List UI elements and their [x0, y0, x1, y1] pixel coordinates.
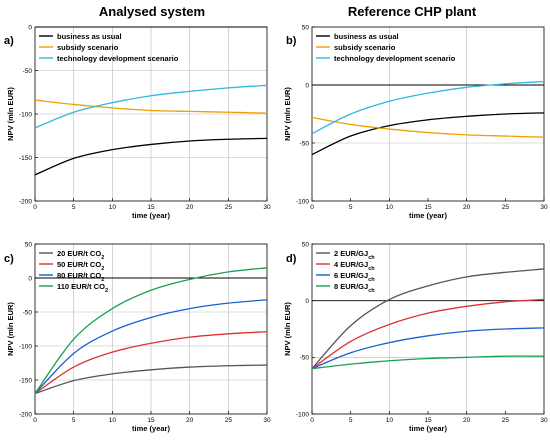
x-axis-label: time (year) — [409, 424, 447, 433]
series-line-1 — [311, 112, 545, 156]
y-tick-label: 0 — [305, 298, 309, 305]
y-tick-label: -100 — [296, 411, 309, 418]
x-tick-label: 0 — [33, 417, 37, 424]
y-tick-label: -200 — [19, 411, 32, 418]
x-tick-label: 15 — [147, 204, 155, 211]
x-tick-label: 30 — [263, 417, 271, 424]
x-tick-label: 25 — [225, 204, 233, 211]
x-axis-label: time (year) — [132, 424, 170, 433]
legend-entry: technology development scenario — [57, 54, 179, 63]
x-tick-label: 30 — [540, 417, 548, 424]
legend-entry: 4 EUR/GJch — [334, 260, 375, 272]
column-title-left: Analysed system — [99, 4, 205, 19]
y-tick-label: 50 — [25, 241, 33, 248]
x-axis-label: time (year) — [409, 211, 447, 220]
column-title-right: Reference CHP plant — [348, 4, 477, 19]
x-tick-label: 10 — [109, 204, 117, 211]
legend-entry: technology development scenario — [334, 54, 456, 63]
x-tick-label: 10 — [386, 204, 394, 211]
y-tick-label: -150 — [19, 155, 32, 162]
x-tick-label: 5 — [349, 417, 353, 424]
y-axis-label: NPV (mln EUR) — [6, 87, 15, 141]
legend-entry: 20 EUR/t CO2 — [57, 249, 104, 261]
x-tick-label: 20 — [186, 204, 194, 211]
x-tick-label: 5 — [72, 204, 76, 211]
series-line-1 — [34, 137, 268, 176]
legend-entry: 110 EUR/t CO2 — [57, 282, 108, 294]
x-tick-label: 25 — [502, 417, 510, 424]
panel-d: d) 0 5 10 15 20 25 30 -100 -50 0 50 time (year) NPV (… — [283, 241, 548, 433]
x-axis-label: time (year) — [132, 211, 170, 220]
series-line-3 — [34, 299, 268, 395]
series-line-2 — [311, 116, 545, 138]
x-tick-label: 15 — [147, 417, 155, 424]
x-tick-label: 20 — [463, 204, 471, 211]
y-tick-label: 50 — [302, 24, 310, 31]
y-tick-label: -100 — [19, 111, 32, 118]
y-tick-label: -200 — [19, 198, 32, 205]
x-tick-label: 25 — [225, 417, 233, 424]
y-tick-label: 0 — [28, 24, 32, 31]
series-line-1 — [311, 268, 545, 370]
series-line-4 — [34, 267, 268, 394]
y-axis-label: NPV (mln EUR) — [283, 302, 292, 356]
legend-entry: 2 EUR/GJch — [334, 249, 375, 261]
panel-label: b) — [286, 35, 297, 47]
legend-entry: 8 EUR/GJch — [334, 282, 375, 294]
y-tick-label: -50 — [23, 68, 33, 75]
legend-entry: business as usual — [334, 32, 399, 41]
legend-entry: 50 EUR/t CO2 — [57, 260, 104, 272]
x-tick-label: 10 — [109, 417, 117, 424]
x-tick-label: 0 — [310, 204, 314, 211]
panel-label: a) — [4, 35, 14, 47]
y-tick-label: -50 — [300, 355, 310, 362]
y-tick-label: 50 — [302, 241, 310, 248]
y-axis-label: NPV (mln EUR) — [283, 87, 292, 141]
x-tick-label: 15 — [424, 204, 432, 211]
x-tick-label: 25 — [502, 204, 510, 211]
legend-entry: subsidy scenario — [57, 43, 119, 52]
series-line-4 — [311, 355, 545, 370]
x-tick-label: 30 — [263, 204, 271, 211]
y-tick-label: -100 — [19, 343, 32, 350]
y-tick-label: -150 — [19, 377, 32, 384]
series-line-3 — [34, 84, 268, 129]
panel-label: d) — [286, 253, 297, 265]
x-tick-label: 30 — [540, 204, 548, 211]
x-tick-label: 5 — [349, 204, 353, 211]
x-tick-label: 20 — [186, 417, 194, 424]
y-tick-label: -50 — [23, 309, 33, 316]
y-axis-label: NPV (mln EUR) — [6, 302, 15, 356]
x-tick-label: 10 — [386, 417, 394, 424]
legend-entry: subsidy scenario — [334, 43, 396, 52]
legend-entry: business as usual — [57, 32, 122, 41]
y-tick-label: -50 — [300, 140, 310, 147]
series-line-3 — [311, 80, 545, 135]
x-tick-label: 20 — [463, 417, 471, 424]
series-line-2 — [311, 298, 545, 370]
series-line-1 — [34, 364, 268, 395]
x-tick-label: 5 — [72, 417, 76, 424]
panel-a: a) 0 5 10 15 20 25 30 -200 -150 -100 -50 0 time (year… — [4, 24, 271, 220]
x-tick-label: 15 — [424, 417, 432, 424]
series-line-2 — [34, 331, 268, 395]
panel-label: c) — [4, 253, 14, 265]
series-line-2 — [34, 99, 268, 114]
legend-entry: 80 EUR/t CO2 — [57, 271, 104, 283]
y-tick-label: 0 — [28, 275, 32, 282]
legend-entry: 6 EUR/GJch — [334, 271, 375, 283]
x-tick-label: 0 — [310, 417, 314, 424]
x-tick-label: 0 — [33, 204, 37, 211]
series-line-3 — [311, 327, 545, 370]
panel-b: b) 0 5 10 15 20 25 30 -100 -50 0 50 time (year) NPV (… — [283, 24, 548, 220]
y-tick-label: 0 — [305, 82, 309, 89]
y-tick-label: -100 — [296, 198, 309, 205]
panel-c: c) 0 5 10 15 20 25 30 -200 -150 -100 -50 0 50 time (ye… — [4, 241, 271, 433]
